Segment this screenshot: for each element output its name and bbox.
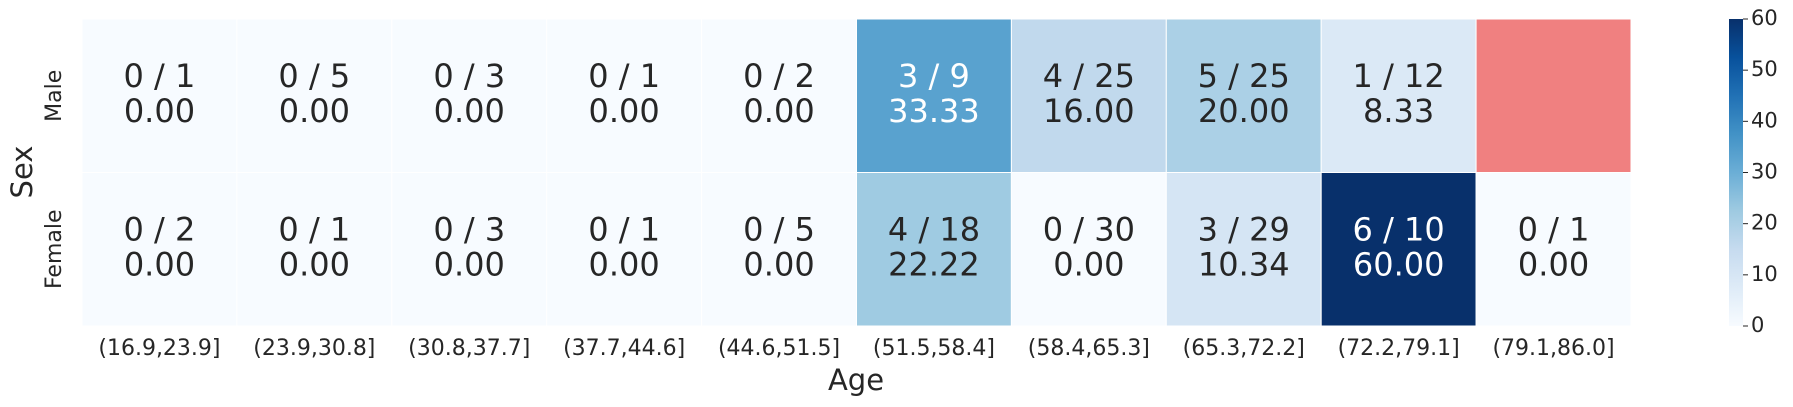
cell-value-label: 0.00: [434, 245, 505, 283]
heatmap-cell: [701, 172, 857, 327]
cell-value-label: 20.00: [1198, 92, 1290, 130]
x-tick-label: (79.1,86.0]: [1492, 336, 1614, 361]
cell-value-label: 0.00: [743, 92, 814, 130]
colorbar-tick-label: 60: [1751, 6, 1778, 30]
cell-value-label: 0.00: [1053, 245, 1124, 283]
colorbar-tick-label: 40: [1751, 108, 1778, 132]
heatmap-cell: [391, 18, 548, 173]
heatmap-cell: [856, 18, 1012, 173]
heatmap-cell: [701, 18, 857, 173]
y-axis-label: Sex: [5, 146, 39, 199]
cell-annotation: 6 / 10: [1353, 210, 1445, 248]
heatmap-cell: [81, 18, 238, 173]
y-tick-label: Male: [42, 70, 67, 122]
x-tick-label: (30.8,37.7]: [408, 336, 530, 361]
cell-annotation: 0 / 2: [743, 57, 815, 95]
cell-value-label: 22.22: [888, 245, 980, 283]
x-tick-label: (51.5,58.4]: [873, 336, 995, 361]
cell-annotation: 1 / 12: [1353, 57, 1445, 95]
cell-value-label: 10.34: [1198, 245, 1290, 283]
cell-annotation: 0 / 3: [433, 57, 505, 95]
cell-value-label: 60.00: [1353, 245, 1445, 283]
y-tick-label: Female: [42, 209, 67, 289]
cell-annotation: 0 / 5: [743, 210, 815, 248]
cell-annotation: 4 / 18: [888, 210, 980, 248]
cell-value-label: 0.00: [124, 245, 195, 283]
cell-annotation: 0 / 5: [278, 57, 350, 95]
colorbar-tick-label: 0: [1751, 313, 1764, 337]
x-tick-label: (65.3,72.2]: [1183, 336, 1305, 361]
cell-annotation: 0 / 1: [1518, 210, 1590, 248]
heatmap-cell: [546, 18, 703, 173]
x-tick-label: (37.7,44.6]: [563, 336, 685, 361]
heatmap-cell: [1475, 172, 1632, 327]
colorbar: [1729, 19, 1743, 326]
cell-annotation: 0 / 1: [588, 210, 660, 248]
cell-value-label: 0.00: [1518, 245, 1589, 283]
cell-annotation: 4 / 25: [1043, 57, 1135, 95]
x-tick-label: (44.6,51.5]: [718, 336, 840, 361]
cell-value-label: 0.00: [743, 245, 814, 283]
cell-annotation: 3 / 9: [898, 57, 970, 95]
heatmap-cell: [1320, 172, 1477, 327]
cell-annotation: 3 / 29: [1198, 210, 1290, 248]
heatmap-cell: [81, 172, 238, 327]
heatmap-cell: [236, 18, 393, 173]
heatmap-cell: [546, 172, 703, 327]
x-tick-label: (23.9,30.8]: [253, 336, 375, 361]
heatmap-cell: [856, 172, 1012, 327]
colorbar-tick-label: 20: [1751, 211, 1778, 235]
x-tick-label: (72.2,79.1]: [1338, 336, 1460, 361]
cell-value-label: 0.00: [434, 92, 505, 130]
x-tick-label: (58.4,65.3]: [1028, 336, 1150, 361]
cell-value-label: 0.00: [279, 245, 350, 283]
cell-value-label: 0.00: [589, 92, 660, 130]
cell-annotation: 0 / 2: [124, 210, 196, 248]
cell-value-label: 33.33: [888, 92, 980, 130]
heatmap-cell: [1165, 172, 1322, 327]
cell-value-label: 0.00: [279, 92, 350, 130]
heatmap-cell: [1475, 18, 1632, 173]
colorbar-tick-label: 50: [1751, 57, 1778, 81]
cell-value-label: 16.00: [1043, 92, 1135, 130]
cell-value-label: 0.00: [589, 245, 660, 283]
heatmap-cell: [1165, 18, 1322, 173]
cell-value-label: 0.00: [124, 92, 195, 130]
cell-annotation: 0 / 30: [1043, 210, 1135, 248]
cell-annotation: 5 / 25: [1198, 57, 1290, 95]
cell-annotation: 0 / 1: [588, 57, 660, 95]
heatmap-cell: [1010, 172, 1167, 327]
heatmap-cell: [1010, 18, 1167, 173]
x-axis-label: Age: [828, 363, 884, 397]
colorbar-tick-label: 30: [1751, 160, 1778, 184]
cell-annotation: 0 / 1: [278, 210, 350, 248]
x-tick-label: (16.9,23.9]: [98, 336, 220, 361]
heatmap-cell: [391, 172, 548, 327]
cell-annotation: 0 / 3: [433, 210, 505, 248]
cell-annotation: 0 / 1: [124, 57, 196, 95]
colorbar-tick-label: 10: [1751, 262, 1778, 286]
cell-value-label: 8.33: [1363, 92, 1434, 130]
